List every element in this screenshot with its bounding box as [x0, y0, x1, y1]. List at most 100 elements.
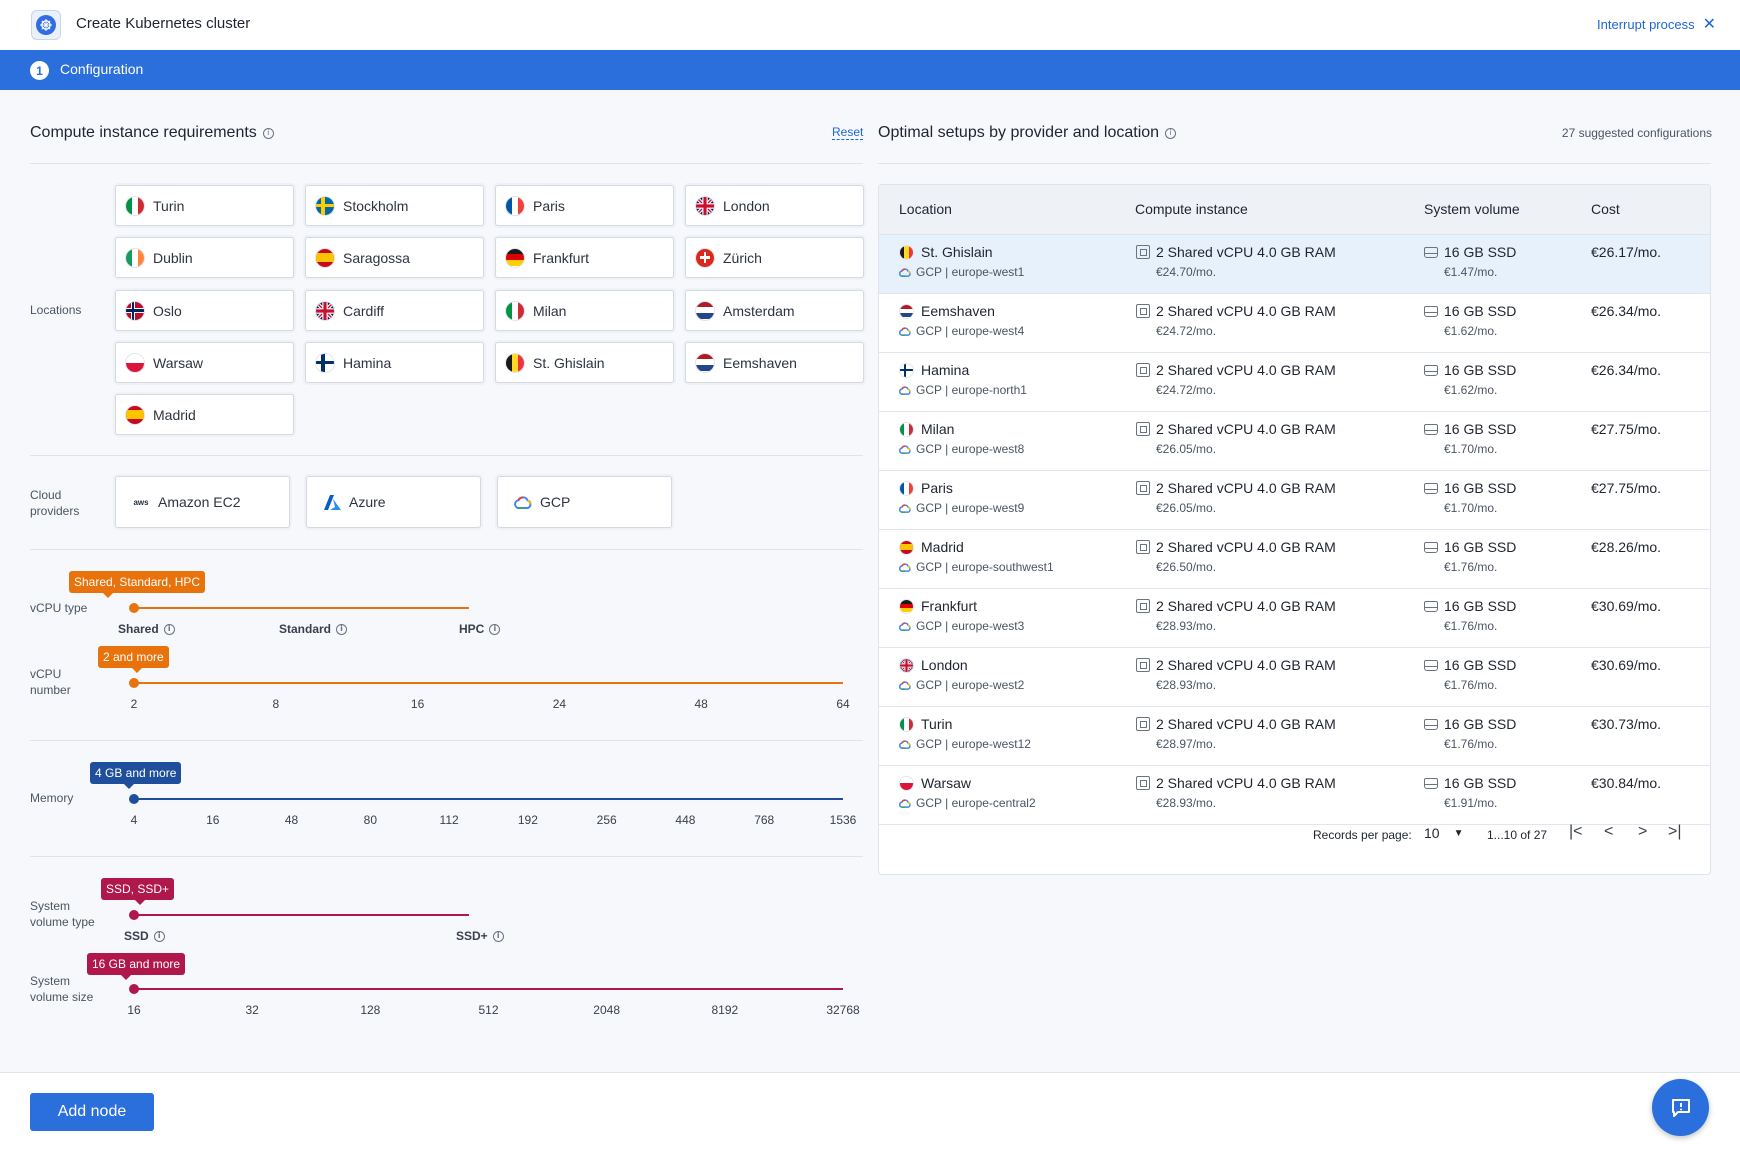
location-chip[interactable]: Warsaw	[115, 342, 294, 383]
location-chip[interactable]: London	[685, 185, 864, 226]
location-chip[interactable]: Paris	[495, 185, 674, 226]
disk-icon	[1424, 541, 1438, 553]
location-chip[interactable]: St. Ghislain	[495, 342, 674, 383]
table-row[interactable]: Turin GCP | europe-west12 2 Shared vCPU …	[879, 707, 1710, 766]
vcpu-number-slider-track[interactable]	[134, 682, 843, 684]
label-line-1: System	[30, 899, 71, 913]
label-line-2: providers	[30, 504, 80, 518]
last-page-icon[interactable]: >|	[1668, 823, 1682, 840]
provider-chip-amazon-ec2[interactable]: aws Amazon EC2	[115, 476, 290, 528]
close-icon: ✕	[1702, 15, 1716, 33]
vcpu-type-slider-track[interactable]	[134, 607, 469, 609]
volume-type-slider-handle[interactable]	[129, 910, 139, 920]
next-page-icon[interactable]: >	[1638, 823, 1648, 840]
location-chip[interactable]: Eemshaven	[685, 342, 864, 383]
flag-se-icon	[315, 195, 335, 216]
volume-name: 16 GB SSD	[1444, 303, 1517, 319]
location-cell: Milan GCP | europe-west8	[899, 421, 1024, 456]
location-chip[interactable]: Hamina	[305, 342, 484, 383]
memory-slider-handle[interactable]	[129, 794, 139, 804]
vcpu-type-slider-handle[interactable]	[129, 603, 139, 613]
column-header-cost[interactable]: Cost	[1591, 201, 1620, 217]
info-icon[interactable]: i	[492, 930, 504, 942]
memory-label: Memory	[30, 791, 74, 805]
table-row[interactable]: St. Ghislain GCP | europe-west1 2 Shared…	[879, 235, 1710, 294]
cpu-icon	[1136, 422, 1150, 436]
column-header-compute-instance[interactable]: Compute instance	[1135, 201, 1248, 217]
table-row[interactable]: Eemshaven GCP | europe-west4 2 Shared vC…	[879, 294, 1710, 353]
table-pager: Records per page: 10 ▼ 1...10 of 27 |< <…	[879, 805, 1710, 855]
info-icon[interactable]: i	[489, 623, 501, 635]
provider-chip-azure[interactable]: Azure	[306, 476, 481, 528]
records-per-page-select[interactable]: 10 ▼	[1424, 825, 1463, 841]
previous-page-icon[interactable]: <	[1604, 823, 1614, 840]
location-name: St. Ghislain	[921, 244, 993, 260]
tick-label: 2	[130, 697, 138, 711]
location-name: Madrid	[921, 539, 964, 555]
volume-type-badge: SSD, SSD+	[101, 878, 175, 905]
interrupt-process-button[interactable]: Interrupt process ✕	[1597, 15, 1716, 33]
cloud-providers-label: Cloud providers	[30, 487, 79, 519]
table-row[interactable]: Madrid GCP | europe-southwest1 2 Shared …	[879, 530, 1710, 589]
volume-size-slider-handle[interactable]	[129, 984, 139, 994]
memory-slider-track[interactable]	[134, 798, 843, 800]
location-chip-label: Frankfurt	[533, 249, 590, 266]
gcp-cloud-icon	[899, 385, 911, 395]
tick-label: 16	[127, 1003, 141, 1017]
location-chip[interactable]: Stockholm	[305, 185, 484, 226]
reset-button[interactable]: Reset	[832, 125, 864, 140]
info-icon[interactable]: i	[153, 930, 165, 942]
table-row[interactable]: Paris GCP | europe-west9 2 Shared vCPU 4…	[879, 471, 1710, 530]
table-header: Location Compute instance System volume …	[879, 185, 1710, 235]
volume-price: €1.76/mo.	[1444, 619, 1498, 633]
location-name: Warsaw	[921, 775, 972, 791]
top-bar: Create Kubernetes cluster Interrupt proc…	[0, 0, 1740, 50]
location-chip[interactable]: Madrid	[115, 394, 294, 435]
volume-type-option-ssd-plus: SSD+ i	[456, 929, 504, 943]
flag-fr-icon	[505, 195, 525, 216]
column-header-system-volume[interactable]: System volume	[1424, 201, 1520, 217]
tick-label: 256	[596, 813, 617, 827]
location-chip[interactable]: Saragossa	[305, 237, 484, 278]
table-row[interactable]: Milan GCP | europe-west8 2 Shared vCPU 4…	[879, 412, 1710, 471]
info-icon[interactable]: i	[262, 127, 274, 139]
instance-name: 2 Shared vCPU 4.0 GB RAM	[1156, 421, 1336, 437]
location-name: Eemshaven	[921, 303, 995, 319]
vcpu-type-option-standard: Standard i	[279, 622, 348, 636]
info-icon[interactable]: i	[1165, 127, 1177, 139]
table-row[interactable]: Warsaw GCP | europe-central2 2 Shared vC…	[879, 766, 1710, 825]
location-chip[interactable]: Frankfurt	[495, 237, 674, 278]
disk-icon	[1424, 364, 1438, 376]
location-chip[interactable]: Oslo	[115, 290, 294, 331]
location-chip[interactable]: Dublin	[115, 237, 294, 278]
instance-price: €24.72/mo.	[1156, 324, 1217, 338]
info-icon[interactable]: i	[336, 623, 348, 635]
gcp-cloud-icon	[899, 267, 911, 277]
provider-chip-gcp[interactable]: GCP	[497, 476, 672, 528]
location-cell: Eemshaven GCP | europe-west4	[899, 303, 1024, 338]
add-node-button[interactable]: Add node	[30, 1093, 154, 1131]
location-chip[interactable]: Milan	[495, 290, 674, 331]
location-chip[interactable]: Amsterdam	[685, 290, 864, 331]
stepper-bar: 1 Configuration	[0, 50, 1740, 90]
provider-region: GCP | europe-southwest1	[916, 560, 1054, 574]
disk-icon	[1424, 600, 1438, 612]
volume-size-slider-track[interactable]	[134, 988, 843, 990]
tick-label: 4	[130, 813, 138, 827]
location-chip[interactable]: Zürich	[685, 237, 864, 278]
first-page-icon[interactable]: |<	[1569, 823, 1583, 840]
column-header-location[interactable]: Location	[899, 201, 952, 217]
volume-type-slider-track[interactable]	[134, 914, 469, 916]
feedback-button[interactable]	[1652, 1079, 1709, 1136]
tick-label: 112	[439, 813, 459, 827]
info-icon[interactable]: i	[163, 623, 175, 635]
location-chip[interactable]: Turin	[115, 185, 294, 226]
flag-nl-icon	[695, 352, 715, 373]
label-line-2: volume type	[30, 915, 95, 929]
table-row[interactable]: Hamina GCP | europe-north1 2 Shared vCPU…	[879, 353, 1710, 412]
vcpu-number-slider-handle[interactable]	[129, 678, 139, 688]
location-chip[interactable]: Cardiff	[305, 290, 484, 331]
table-row[interactable]: London GCP | europe-west2 2 Shared vCPU …	[879, 648, 1710, 707]
table-row[interactable]: Frankfurt GCP | europe-west3 2 Shared vC…	[879, 589, 1710, 648]
cpu-icon	[1136, 658, 1150, 672]
